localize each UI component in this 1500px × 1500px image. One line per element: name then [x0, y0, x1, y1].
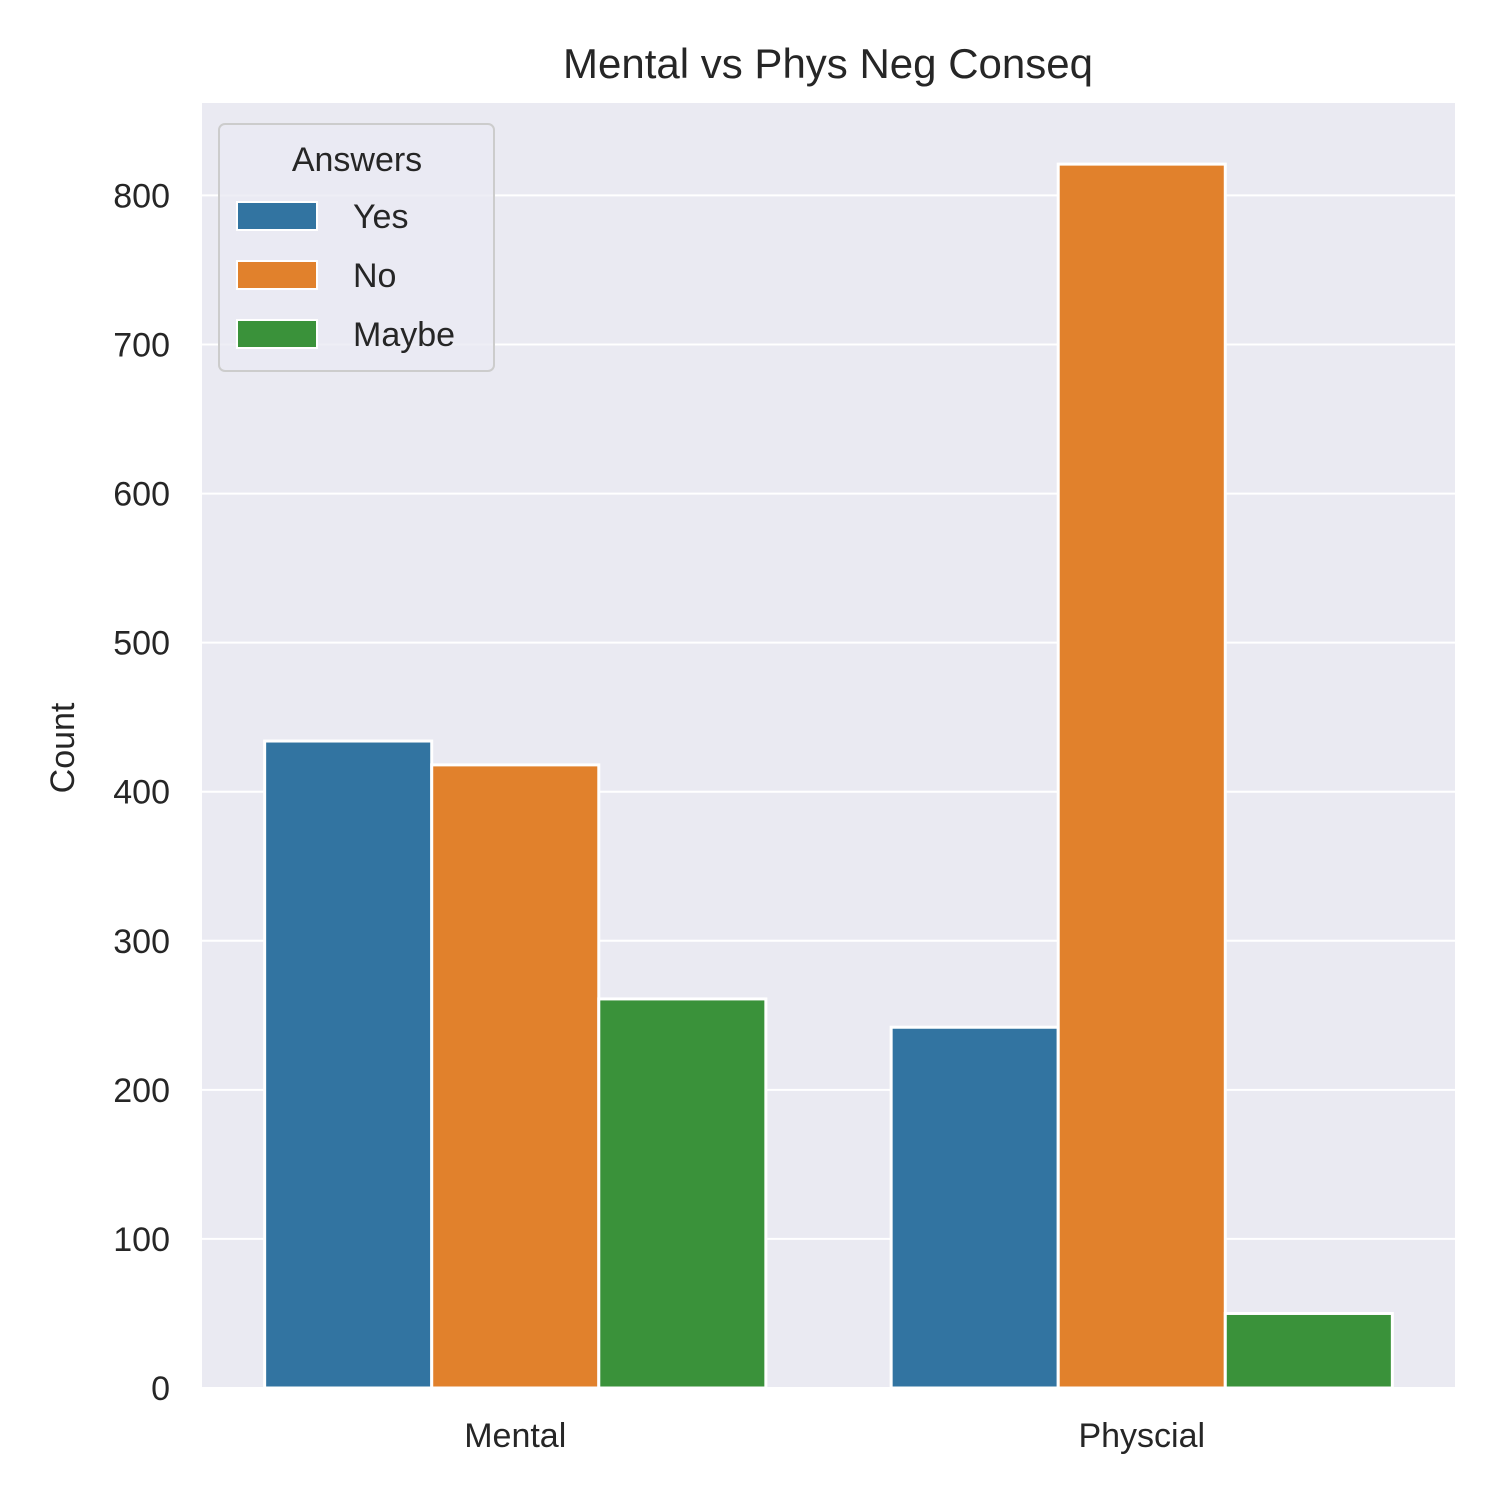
y-tick-label: 0	[151, 1370, 170, 1408]
bars	[263, 162, 1394, 1390]
x-tick-label: Mental	[464, 1417, 566, 1455]
x-axis-ticks: Mental Physcial	[464, 1417, 1205, 1455]
y-tick-label: 500	[113, 625, 170, 663]
legend-label: No	[353, 257, 396, 295]
legend: Answers Yes No Maybe	[218, 123, 495, 372]
bar-no-physcial	[1056, 162, 1227, 1390]
y-tick-label: 100	[113, 1221, 170, 1259]
legend-swatch	[236, 319, 318, 349]
bar-no-mental	[430, 763, 601, 1390]
legend-label: Yes	[353, 198, 408, 236]
bar-maybe-physcial	[1223, 1311, 1394, 1390]
y-tick-label: 600	[113, 476, 170, 514]
y-tick-label: 400	[113, 774, 170, 812]
x-tick-label: Physcial	[1078, 1417, 1205, 1455]
legend-swatch	[236, 201, 318, 231]
y-tick-label: 300	[113, 923, 170, 961]
y-axis-label: Count	[44, 702, 82, 793]
y-tick-label: 800	[113, 177, 170, 215]
bar-maybe-mental	[597, 997, 768, 1390]
bar-yes-mental	[263, 739, 434, 1390]
legend-swatch	[236, 260, 318, 290]
legend-frame	[218, 123, 495, 372]
legend-title: Answers	[292, 141, 422, 179]
y-tick-label: 700	[113, 326, 170, 364]
legend-items: Yes No Maybe	[236, 198, 455, 354]
chart-title: Mental vs Phys Neg Conseq	[563, 40, 1093, 87]
legend-label: Maybe	[353, 316, 455, 354]
y-tick-label: 200	[113, 1072, 170, 1110]
bar-yes-physcial	[889, 1025, 1060, 1390]
y-axis-ticks: 0 100 200 300 400 500 600 700 800	[113, 177, 170, 1408]
